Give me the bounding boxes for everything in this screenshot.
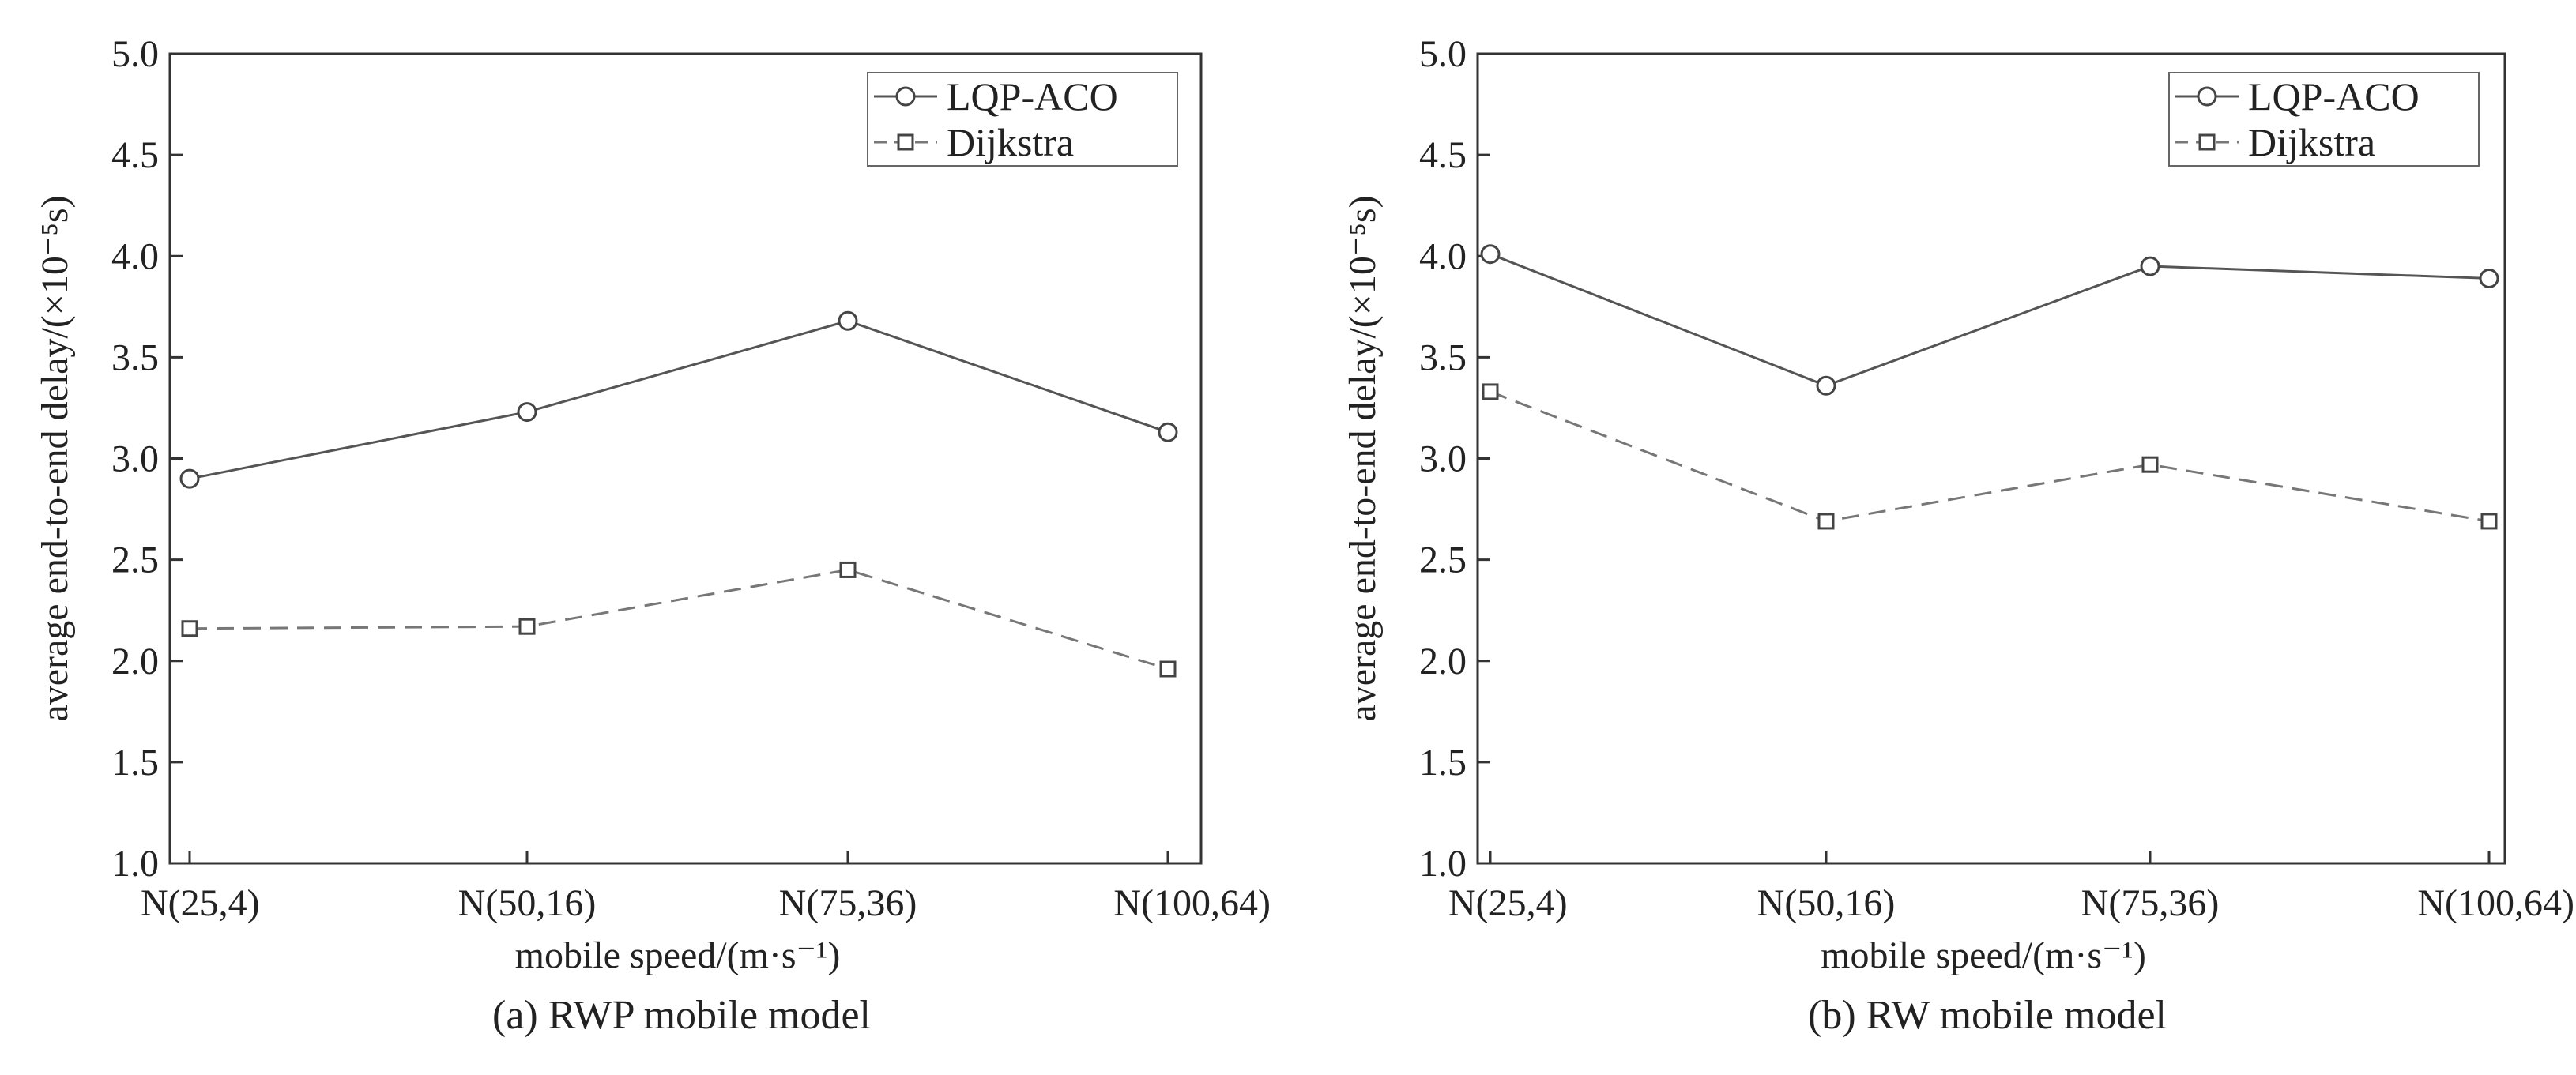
data-point-circle [1816, 375, 1836, 396]
series-line [189, 568, 1169, 671]
legend-marker-square [897, 133, 914, 151]
y-tick-label: 2.0 [111, 641, 159, 682]
plot-frame [168, 52, 1203, 865]
y-tick-label: 3.0 [1419, 438, 1467, 480]
legend-marker-circle [895, 86, 916, 107]
y-axis-title: average end-to-end delay/(×10⁻⁵s) [1342, 195, 1384, 721]
series-line [1489, 253, 2490, 387]
legend-label: Dijkstra [947, 120, 1074, 164]
series-line [189, 319, 1169, 480]
y-tick-label: 5.0 [1419, 33, 1467, 75]
y-tick-label: 4.5 [111, 134, 159, 176]
data-point-circle [1480, 244, 1501, 265]
x-tick-label: N(100,64) [2417, 882, 2574, 924]
data-point-circle [2479, 268, 2499, 288]
y-tick-label: 3.5 [1419, 336, 1467, 378]
x-tick-label: N(25,4) [1448, 882, 1568, 924]
data-point-square [2141, 456, 2159, 473]
x-axis-title: mobile speed/(m·s⁻¹) [515, 934, 841, 976]
legend-box [2168, 72, 2480, 167]
x-tick-label: N(75,36) [2081, 882, 2220, 924]
y-tick-label: 4.0 [1419, 235, 1467, 277]
data-point-square [839, 561, 857, 578]
y-axis-title: average end-to-end delay/(×10⁻⁵s) [34, 195, 76, 721]
legend-label: LQP-ACO [2248, 74, 2420, 118]
x-tick-label: N(25,4) [141, 882, 260, 924]
x-tick-label: N(100,64) [1113, 882, 1271, 924]
x-axis-title: mobile speed/(m·s⁻¹) [1821, 934, 2146, 976]
series-lqp-aco [179, 310, 1178, 489]
data-point-circle [2140, 256, 2160, 276]
data-point-square [1159, 660, 1177, 678]
x-tick-label: N(50,16) [458, 882, 597, 924]
data-point-circle [179, 468, 200, 489]
y-tick-label: 1.0 [111, 843, 159, 885]
series-dijkstra [1482, 383, 2498, 530]
y-tick-label: 2.0 [1419, 641, 1467, 682]
legend-marker-square [2198, 133, 2216, 151]
legend-label: Dijkstra [2248, 120, 2375, 164]
series-line [1489, 390, 2490, 523]
data-point-square [181, 620, 198, 637]
y-tick-label: 4.0 [111, 235, 159, 277]
data-point-square [1817, 513, 1835, 530]
data-point-circle [838, 310, 858, 331]
y-tick-label: 3.0 [111, 438, 159, 480]
y-tick-label: 2.5 [1419, 539, 1467, 581]
y-tick-label: 5.0 [111, 33, 159, 75]
series-lqp-aco [1480, 244, 2499, 396]
y-tick-label: 1.5 [1419, 742, 1467, 784]
chart-caption: (b) RW mobile model [1808, 993, 2167, 1038]
data-point-square [2480, 513, 2498, 530]
data-point-square [518, 618, 536, 635]
y-tick-label: 3.5 [111, 336, 159, 378]
legend-label: LQP-ACO [947, 74, 1118, 118]
legend-marker-circle [2197, 86, 2217, 107]
data-point-square [1482, 383, 1499, 400]
plot-frame [1476, 52, 2506, 865]
x-tick-label: N(50,16) [1757, 882, 1896, 924]
y-tick-label: 1.0 [1419, 843, 1467, 885]
series-dijkstra [181, 561, 1177, 678]
y-tick-label: 1.5 [111, 742, 159, 784]
data-point-circle [517, 402, 537, 423]
chart-panel-a: 1.0 1.5 2.0 2.5 3.0 3.5 4.0 4.5 5.0 N(25,4) N(50,1… [34, 33, 1271, 1038]
x-tick-label: N(75,36) [779, 882, 917, 924]
y-tick-label: 4.5 [1419, 134, 1467, 176]
data-point-circle [1158, 422, 1178, 442]
legend-box [867, 72, 1178, 167]
chart-caption: (a) RWP mobile model [492, 993, 871, 1038]
y-tick-label: 2.5 [111, 539, 159, 581]
chart-panel-b: 1.0 1.5 2.0 2.5 3.0 3.5 4.0 4.5 5.0 N(25,4) N(50,1… [1342, 33, 2574, 1038]
